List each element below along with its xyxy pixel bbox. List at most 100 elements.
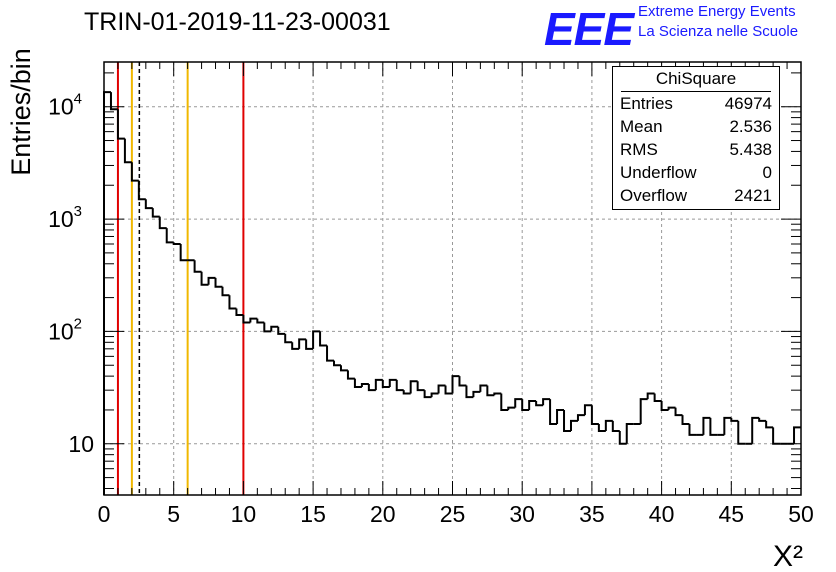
axis-ticks xyxy=(103,62,802,495)
hist-bin xyxy=(674,407,683,417)
x-tick-label: 45 xyxy=(719,501,745,527)
hist-bin xyxy=(123,138,132,164)
hist-bin xyxy=(758,417,767,422)
eee-logo: EEE xyxy=(544,3,634,55)
hist-bin xyxy=(430,392,439,398)
hist-bin xyxy=(367,384,376,392)
hist-bin xyxy=(339,365,348,372)
hist-bin xyxy=(277,326,286,335)
hist-bin xyxy=(556,408,565,424)
y-tick-label: 102 xyxy=(48,315,82,344)
hist-bin xyxy=(416,381,425,392)
y-tick-label: 103 xyxy=(48,203,82,232)
hist-bin xyxy=(458,376,467,387)
x-tick-label: 5 xyxy=(167,501,180,527)
hist-bin xyxy=(660,401,669,411)
hist-bin xyxy=(402,390,411,395)
hist-bin xyxy=(214,277,223,288)
hist-bin xyxy=(500,393,509,411)
hist-bin xyxy=(472,390,481,398)
hist-bin xyxy=(137,180,146,201)
hist-bin xyxy=(200,271,209,286)
stats-row-overflow: Overflow 2421 xyxy=(613,184,779,207)
hist-bin xyxy=(284,333,293,344)
hist-bin xyxy=(326,345,335,362)
hist-bin xyxy=(333,360,341,367)
hist-bin xyxy=(249,317,258,323)
stats-value: 2.536 xyxy=(729,117,772,136)
logo-line-1: Extreme Energy Events xyxy=(638,3,796,20)
stats-label: Overflow xyxy=(620,186,688,205)
hist-bin xyxy=(172,242,181,245)
x-tick-label: 10 xyxy=(231,501,257,527)
hist-bin xyxy=(305,339,314,350)
run-title: TRIN-01-2019-11-23-00031 xyxy=(84,8,391,36)
hist-bin xyxy=(381,379,390,389)
hist-bin xyxy=(646,392,655,400)
tick-labels: 0 5 10 15 20 25 30 35 40 45 50 10 102 103 104 xyxy=(48,91,814,527)
hist-bin xyxy=(353,378,362,389)
marker-lines xyxy=(116,62,245,495)
hist-bin xyxy=(479,384,488,392)
x-tick-label: 35 xyxy=(579,501,605,527)
hist-bin xyxy=(270,325,279,332)
hist-bin xyxy=(611,420,620,432)
hist-bin xyxy=(312,330,321,349)
hist-bin xyxy=(207,276,216,285)
hist-bin xyxy=(388,378,397,388)
hist-bin xyxy=(535,401,544,407)
stats-value: 5.438 xyxy=(729,140,772,159)
stats-row-entries: Entries 46974 xyxy=(613,92,779,115)
hist-bin xyxy=(291,342,300,350)
stats-value: 46974 xyxy=(724,94,772,113)
x-axis-label: X² xyxy=(773,540,803,572)
stats-title: ChiSquare xyxy=(621,69,771,92)
stats-value: 2421 xyxy=(734,186,772,205)
hist-bin xyxy=(423,390,432,399)
hist-bin xyxy=(158,216,167,230)
stats-label: Entries xyxy=(620,94,673,113)
hist-bin xyxy=(751,416,760,444)
hist-bin xyxy=(723,416,732,435)
hist-bin xyxy=(563,409,571,432)
x-tick-label: 40 xyxy=(649,501,675,527)
hist-bin xyxy=(319,331,328,347)
hist-bin xyxy=(221,286,230,297)
hist-bin xyxy=(507,406,516,410)
hist-bin xyxy=(346,370,355,380)
hist-bin xyxy=(549,399,558,425)
hist-bin xyxy=(576,414,585,421)
hist-bin xyxy=(235,308,244,317)
x-tick-label: 15 xyxy=(300,501,326,527)
hist-bin xyxy=(528,400,537,410)
x-tick-label: 20 xyxy=(370,501,396,527)
x-tick-label: 25 xyxy=(440,501,466,527)
hist-bin xyxy=(451,375,460,394)
y-tick-label: 104 xyxy=(48,91,82,120)
hist-bin xyxy=(625,422,634,444)
hist-bin xyxy=(444,385,453,395)
x-tick-label: 0 xyxy=(98,501,111,527)
stats-row-mean: Mean 2.536 xyxy=(613,115,779,138)
stats-label: RMS xyxy=(620,140,658,159)
hist-bin xyxy=(604,419,613,431)
stats-row-underflow: Underflow 0 xyxy=(613,161,779,184)
stats-label: Underflow xyxy=(620,163,697,182)
hist-bin xyxy=(569,419,578,431)
hist-bin xyxy=(772,427,781,445)
stats-box: ChiSquare Entries 46974 Mean 2.536 RMS 5… xyxy=(612,66,780,210)
hist-bin xyxy=(103,91,111,495)
hist-bin xyxy=(409,380,418,394)
stats-label: Mean xyxy=(620,117,663,136)
hist-bin xyxy=(709,417,718,436)
x-tick-label: 30 xyxy=(509,501,535,527)
hist-bin xyxy=(702,416,711,435)
hist-bin xyxy=(486,385,495,397)
hist-bin xyxy=(360,383,369,388)
hist-bin xyxy=(165,228,174,244)
hist-bin xyxy=(618,430,627,445)
hist-bin xyxy=(542,398,551,406)
hist-bin xyxy=(437,384,446,394)
hist-bin xyxy=(263,322,272,333)
